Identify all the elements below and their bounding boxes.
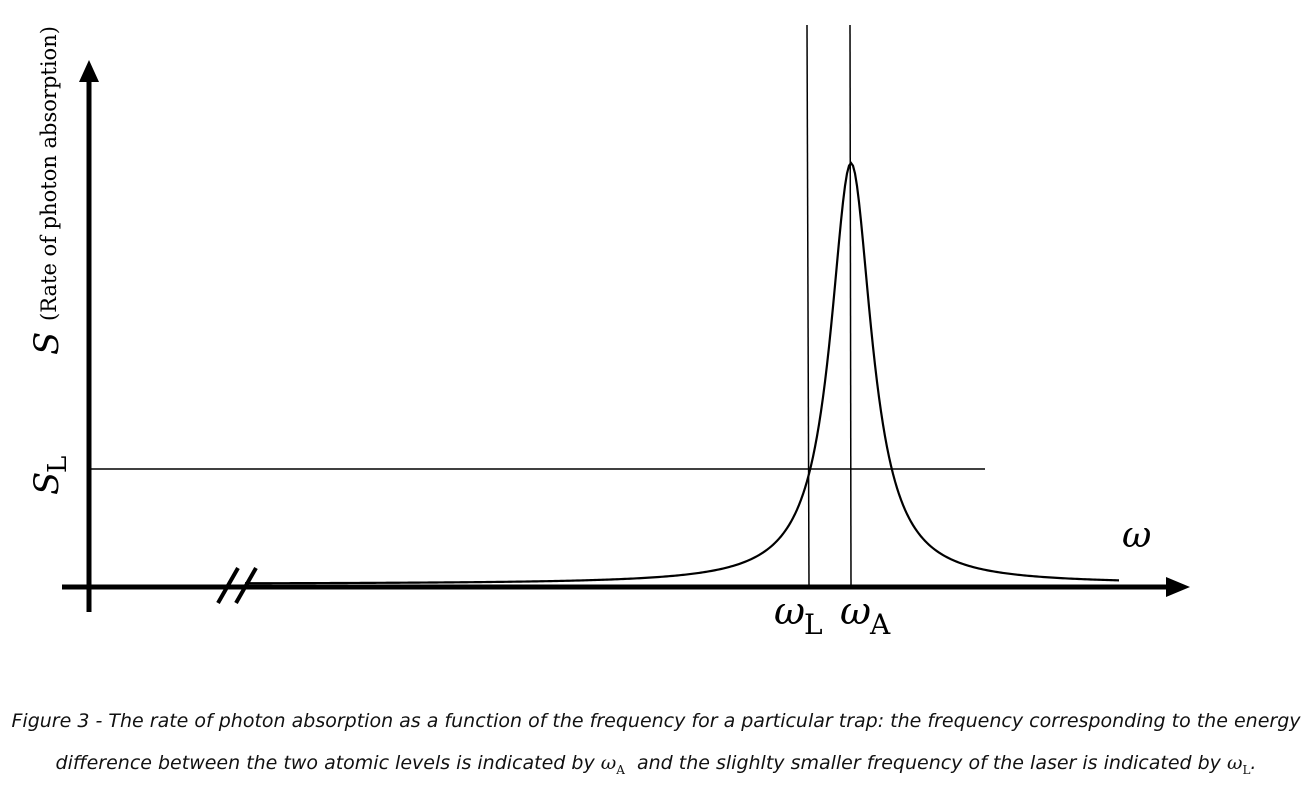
y-axis-arrowhead	[79, 60, 99, 82]
s-level-symbol: S	[27, 472, 67, 495]
caption-line-2-start: difference between the two atomic levels…	[55, 752, 601, 774]
axis-break-mark	[216, 567, 258, 604]
omega-a-label: ω A	[840, 589, 891, 641]
y-axis-symbol: S	[27, 332, 67, 355]
y-axis-description: (Rate of photon absorption)	[37, 26, 61, 321]
caption-line-2-end: .	[1250, 752, 1257, 774]
absorption-figure: S (Rate of photon absorption) S L ω ω L …	[27, 24, 1190, 641]
figure-caption: Figure 3 - The rate of photon absorption…	[0, 700, 1312, 791]
omega-l-line	[806, 24, 810, 588]
x-axis-label: ω	[1122, 515, 1151, 556]
caption-omega-l-subscript: L	[1242, 762, 1251, 777]
caption-line-2: difference between the two atomic levels…	[0, 742, 1312, 791]
omega-a-symbol: ω	[840, 589, 871, 633]
y-axis-label: S (Rate of photon absorption)	[27, 26, 67, 355]
omega-l-symbol: ω	[774, 589, 805, 633]
omega-l-label: ω L	[774, 589, 823, 641]
absorption-curve	[245, 161, 1120, 585]
omega-l-subscript: L	[804, 608, 823, 641]
caption-omega-a-symbol: ω	[600, 752, 617, 774]
omega-a-subscript: A	[869, 608, 891, 641]
figure-canvas: S (Rate of photon absorption) S L ω ω L …	[27, 24, 1190, 641]
s-level-subscript: L	[43, 456, 73, 473]
caption-line-2-middle: and the slighlty smaller frequency of th…	[624, 752, 1227, 774]
caption-line-1: Figure 3 - The rate of photon absorption…	[11, 710, 1301, 732]
caption-omega-l-symbol: ω	[1226, 752, 1243, 774]
omega-a-line	[849, 24, 852, 588]
caption-omega-a-subscript: A	[616, 762, 625, 777]
x-axis-arrowhead	[1166, 577, 1190, 597]
s-level-label: S L	[27, 456, 73, 495]
